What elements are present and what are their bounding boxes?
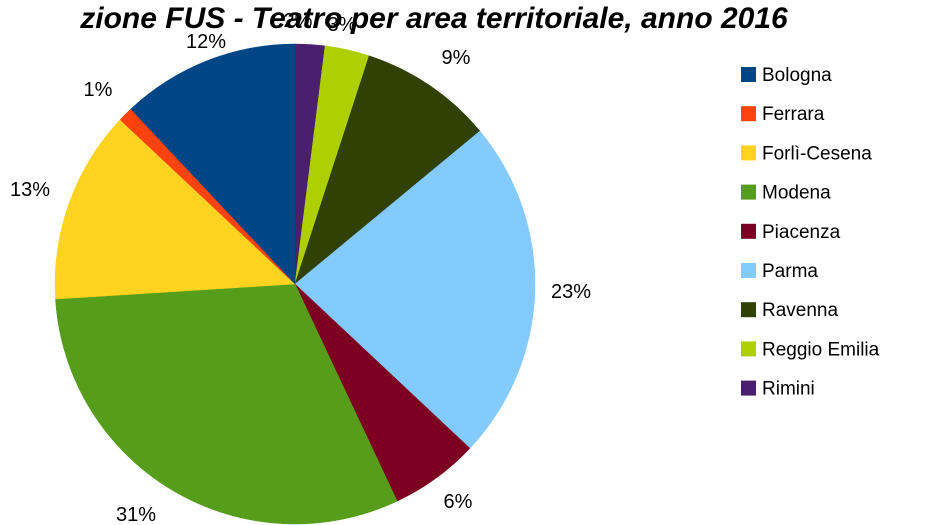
legend-item-ferrara: Ferrara: [741, 104, 825, 125]
pie-slice-modena: [55, 283, 398, 525]
pie-slice-forli-cesena: [54, 119, 296, 300]
pie-label-ferrara: 1%: [84, 79, 113, 101]
legend-item-forli-cesena: Forlì-Cesena: [741, 143, 872, 164]
legend-item-ravenna: Ravenna: [741, 300, 838, 321]
legend-item-parma: Parma: [741, 261, 818, 282]
pie-label-parma: 23%: [551, 281, 591, 303]
legend-item-reggio-emilia: Reggio Emilia: [741, 339, 880, 360]
legend-label-forli-cesena: Forlì-Cesena: [762, 143, 872, 164]
legend-swatch-bologna: [741, 67, 756, 82]
legend-label-ferrara: Ferrara: [762, 104, 825, 125]
legend-swatch-parma: [741, 263, 756, 278]
legend-label-ravenna: Ravenna: [762, 300, 838, 321]
pie-label-piacenza: 6%: [444, 491, 473, 513]
legend-swatch-forli-cesena: [741, 145, 756, 161]
legend-swatch-ravenna: [741, 302, 756, 318]
chart-title: zione FUS - Teatro per area territoriale…: [79, 2, 788, 35]
legend-swatch-reggio-emilia: [741, 341, 756, 357]
legend-swatch-ferrara: [741, 106, 756, 122]
pie-label-forli-cesena: 13%: [10, 179, 50, 201]
pie-label-modena: 31%: [116, 504, 156, 525]
pie-percent-labels: 2% 3% 9% 23% 6% 31% 13% 1% 12%: [10, 10, 591, 525]
pie-label-rimini: 2%: [284, 10, 313, 32]
legend-label-bologna: Bologna: [762, 65, 832, 86]
legend-label-piacenza: Piacenza: [762, 222, 841, 243]
pie-label-ravenna: 9%: [442, 47, 471, 69]
legend-label-reggio-emilia: Reggio Emilia: [762, 339, 880, 360]
pie-slice-bologna: [130, 43, 296, 285]
legend-label-modena: Modena: [762, 183, 831, 204]
legend-item-rimini: Rimini: [741, 379, 815, 400]
legend-swatch-modena: [741, 184, 756, 200]
pie-label-bologna: 12%: [186, 31, 226, 53]
legend-item-modena: Modena: [741, 183, 831, 204]
pie-label-reggio-emilia: 3%: [328, 14, 357, 36]
chart-legend: Bologna Ferrara Forlì-Cesena Modena Piacenza…: [741, 65, 880, 400]
legend-swatch-piacenza: [741, 223, 756, 239]
legend-label-parma: Parma: [762, 261, 818, 282]
legend-swatch-rimini: [741, 380, 756, 396]
pie-slice-parma: [294, 130, 536, 449]
legend-item-bologna: Bologna: [741, 65, 832, 86]
legend-item-piacenza: Piacenza: [741, 222, 841, 243]
pie-slice-ravenna: [294, 55, 481, 285]
legend-label-rimini: Rimini: [762, 379, 815, 400]
pie-slices: [54, 43, 536, 525]
